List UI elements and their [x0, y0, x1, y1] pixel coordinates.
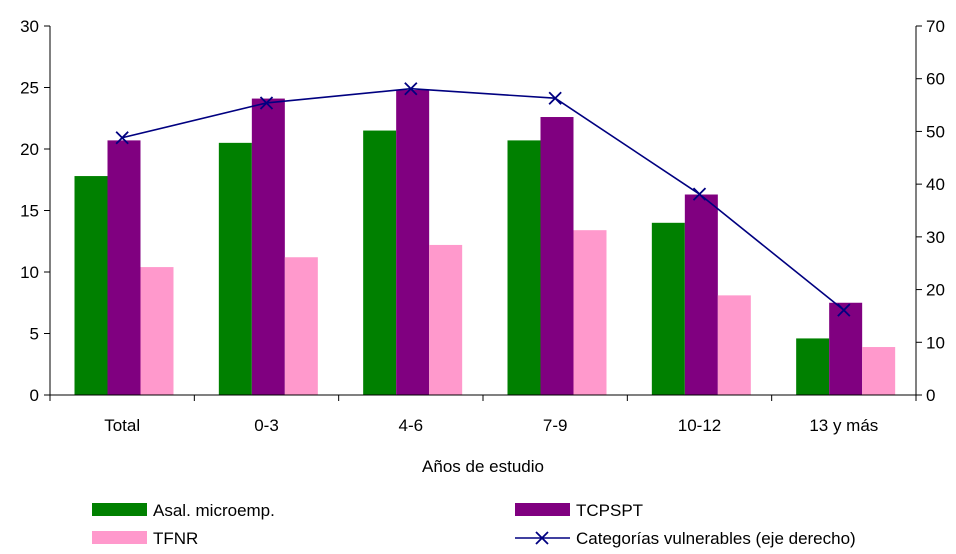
- x-tick-label-5: 13 y más: [809, 416, 878, 435]
- legend-swatch-asal-microemp-: [92, 503, 147, 516]
- legend-label-asal-microemp-: Asal. microemp.: [153, 501, 275, 520]
- bar-tcpspt-5: [829, 302, 863, 395]
- line-categorias-vulnerables: [121, 87, 845, 311]
- right-tick-label-7: 70: [926, 17, 945, 36]
- left-tick-label-5: 25: [20, 79, 39, 98]
- x-tick-label-4: 10-12: [678, 416, 721, 435]
- bar-tfnr-3: [573, 230, 607, 395]
- line-point-marker-1: [259, 96, 274, 110]
- legend-label-tfnr: TFNR: [153, 529, 198, 548]
- bar-tfnr-4: [717, 295, 751, 395]
- left-tick-label-0: 0: [30, 386, 39, 405]
- bar-tcpspt-1: [251, 98, 285, 395]
- legend-label-tcpspt: TCPSPT: [576, 501, 643, 520]
- legend-marker-categor-as-vulnerables-eje-derecho-: [535, 531, 549, 545]
- bar-tcpspt-3: [540, 117, 574, 396]
- line-point-marker-0: [115, 131, 129, 145]
- bar-asal-microemp--0: [74, 176, 108, 395]
- right-tick-label-2: 20: [926, 281, 945, 300]
- bar-tcpspt-4: [684, 194, 718, 395]
- legend-swatch-tfnr: [92, 531, 147, 544]
- bar-tfnr-5: [862, 347, 896, 395]
- left-tick-label-2: 10: [20, 263, 39, 282]
- left-tick-label-1: 5: [30, 325, 39, 344]
- right-tick-label-5: 50: [926, 122, 945, 141]
- left-tick-label-3: 15: [20, 202, 39, 221]
- bar-asal-microemp--5: [796, 338, 830, 395]
- x-axis-title: Años de estudio: [422, 457, 544, 476]
- left-tick-label-6: 30: [20, 17, 39, 36]
- x-tick-label-3: 7-9: [543, 416, 568, 435]
- right-tick-label-6: 60: [926, 70, 945, 89]
- bar-tfnr-2: [429, 244, 463, 395]
- x-tick-label-1: 0-3: [254, 416, 279, 435]
- bar-tcpspt-0: [107, 140, 141, 395]
- right-tick-label-4: 40: [926, 175, 945, 194]
- right-tick-label-0: 0: [926, 386, 935, 405]
- line-point-marker-2: [404, 82, 418, 96]
- legend-swatch-tcpspt: [515, 503, 570, 516]
- bar-asal-microemp--3: [507, 140, 541, 395]
- line-point-marker-3: [548, 91, 562, 105]
- bar-tcpspt-2: [396, 89, 430, 396]
- bar-tfnr-1: [284, 257, 318, 395]
- legend-label-categor-as-vulnerables-eje-derecho-: Categorías vulnerables (eje derecho): [576, 529, 856, 548]
- right-tick-label-3: 30: [926, 228, 945, 247]
- line-point-marker-5: [837, 303, 851, 317]
- x-tick-label-2: 4-6: [399, 416, 424, 435]
- x-tick-label-0: Total: [104, 416, 140, 435]
- bar-asal-microemp--4: [651, 222, 685, 395]
- bar-tfnr-0: [140, 267, 174, 395]
- left-tick-label-4: 20: [20, 140, 39, 159]
- bar-asal-microemp--2: [363, 130, 397, 396]
- right-tick-label-1: 10: [926, 333, 945, 352]
- line-point-marker-4: [692, 187, 707, 201]
- bar-asal-microemp--1: [218, 142, 252, 395]
